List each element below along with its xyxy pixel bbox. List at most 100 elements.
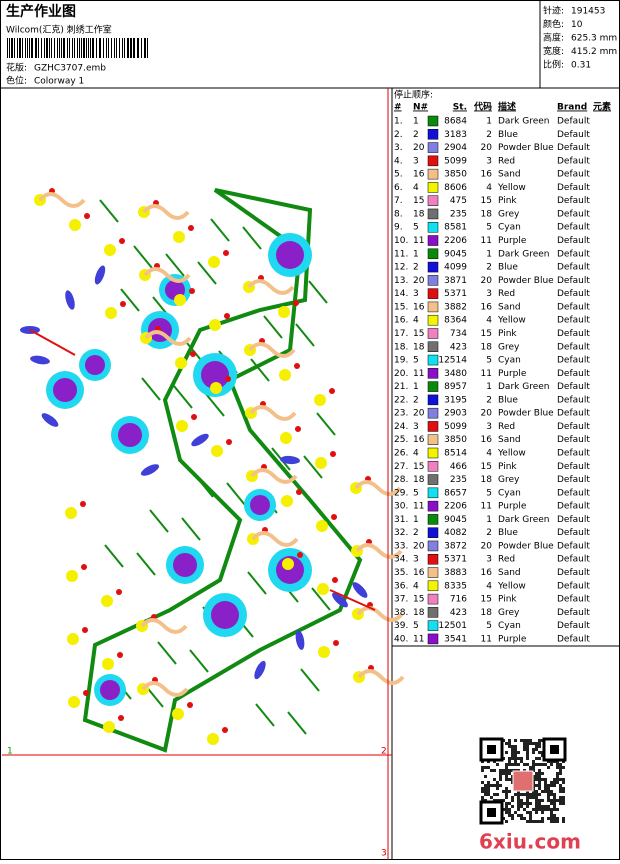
qr-cell	[511, 763, 514, 766]
yellow-petal	[102, 658, 114, 670]
stitches: 2206	[444, 236, 467, 246]
qr-cell	[550, 802, 553, 805]
qr-cell	[526, 763, 529, 766]
needle: 4	[413, 316, 419, 326]
flower-inner	[211, 601, 239, 629]
brand: Default	[557, 595, 590, 605]
qr-cell	[505, 820, 508, 823]
qr-cell	[490, 784, 493, 787]
qr-cell	[496, 781, 499, 784]
bar-line	[88, 38, 89, 58]
bar-line	[144, 38, 146, 58]
qr-cell	[514, 763, 517, 766]
qr-cell	[496, 787, 499, 790]
stat-value: 191453	[571, 7, 605, 17]
needle: 2	[413, 130, 419, 140]
leaf	[94, 265, 106, 285]
stitches: 4082	[444, 528, 467, 538]
stitches: 466	[450, 462, 467, 472]
swatch	[427, 500, 439, 512]
description: Grey	[498, 608, 520, 618]
qr-cell	[538, 802, 541, 805]
sand-swirl	[354, 480, 402, 496]
qr-cell	[544, 808, 547, 811]
description: Pink	[498, 595, 517, 605]
qr-cell	[481, 790, 484, 793]
description: Dark Green	[498, 249, 549, 259]
yellow-petal	[314, 394, 326, 406]
qr-cell	[535, 742, 538, 745]
needle: 3	[413, 422, 419, 432]
swatch	[427, 328, 439, 339]
qr-cell	[541, 790, 544, 793]
sand-swirl	[144, 330, 192, 346]
code: 20	[481, 143, 493, 153]
stitches: 3183	[444, 130, 467, 140]
qr-cell	[523, 745, 526, 748]
qr-cell	[535, 772, 538, 775]
brand: Default	[557, 555, 590, 565]
code: 18	[481, 342, 493, 352]
code: 4	[486, 183, 492, 193]
row-index: 17.	[394, 329, 408, 339]
bar-line	[130, 38, 132, 58]
sand-swirl	[249, 405, 297, 421]
bar-line	[137, 38, 139, 58]
row-index: 38.	[394, 608, 408, 618]
swatch	[427, 301, 439, 313]
yellow-petal	[174, 294, 186, 306]
bar-line	[124, 38, 125, 58]
qr-cell	[502, 769, 505, 772]
qr-cell	[517, 793, 520, 796]
qr-cell	[526, 796, 529, 799]
red-dot	[225, 376, 231, 382]
stitches: 3850	[444, 170, 467, 180]
qr-cell	[529, 742, 532, 745]
red-dot	[329, 388, 335, 394]
flower-inner	[100, 680, 120, 700]
qr-cell	[508, 760, 511, 763]
brand: Default	[557, 249, 590, 259]
bar-line	[49, 38, 50, 58]
lattice-line	[141, 377, 161, 401]
description: Cyan	[498, 223, 521, 233]
red-dot	[333, 640, 339, 646]
swatch	[427, 182, 439, 193]
brand: Default	[557, 369, 590, 379]
swatch	[427, 261, 439, 273]
code: 3	[486, 289, 492, 299]
qr-cell	[562, 820, 565, 823]
bar-line	[77, 38, 78, 58]
qr-cell	[550, 814, 553, 817]
lattice-line	[165, 253, 185, 277]
sand-swirl	[142, 204, 190, 220]
swatch	[427, 142, 439, 153]
stitches: 2903	[444, 409, 467, 419]
needle: 18	[413, 608, 425, 618]
qr-cell	[529, 811, 532, 814]
lattice-line	[263, 315, 283, 339]
brand: Default	[557, 236, 590, 246]
qr-cell	[529, 766, 532, 769]
row-index: 23.	[394, 409, 408, 419]
row-index: 1.	[394, 117, 403, 127]
yellow-petal	[172, 708, 184, 720]
description: Red	[498, 422, 515, 432]
qr-cell	[508, 808, 511, 811]
yellow-petal	[315, 457, 327, 469]
needle: 11	[413, 236, 424, 246]
qr-cell	[532, 748, 535, 751]
column-header: St.	[453, 103, 467, 113]
description: Powder Blue	[498, 276, 554, 286]
description: Blue	[498, 395, 518, 405]
code: 2	[486, 528, 492, 538]
stitches: 423	[450, 342, 467, 352]
needle: 16	[413, 435, 425, 445]
qr-cell	[508, 811, 511, 814]
swatch	[427, 195, 439, 206]
qr-cell	[493, 784, 496, 787]
qr-cell	[556, 772, 559, 775]
bar-line	[69, 38, 70, 58]
red-dot	[297, 552, 303, 558]
needle: 11	[413, 634, 424, 644]
